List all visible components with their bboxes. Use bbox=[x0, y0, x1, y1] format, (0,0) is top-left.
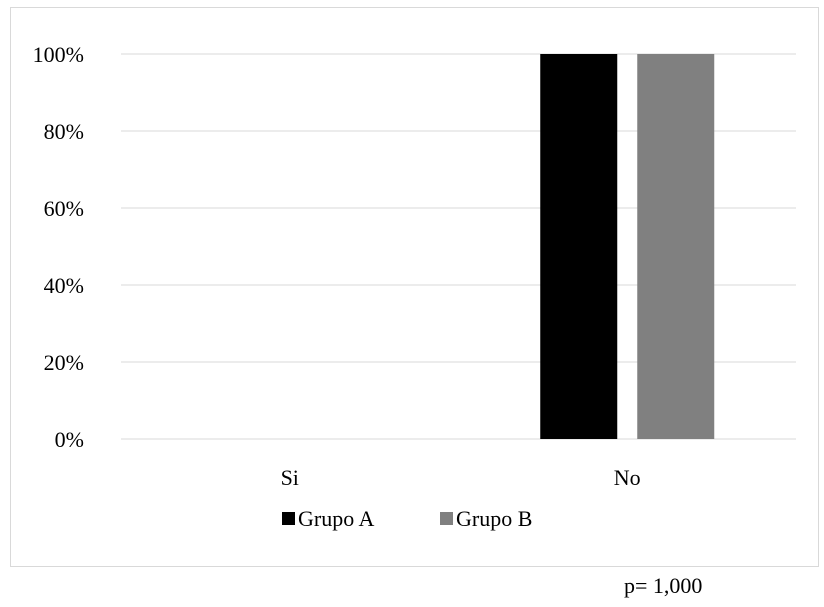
x-tick-label: No bbox=[614, 465, 641, 490]
x-tick-label: Si bbox=[281, 465, 299, 490]
y-tick-label: 40% bbox=[44, 273, 84, 298]
y-tick-label: 0% bbox=[55, 427, 84, 452]
legend-label: Grupo B bbox=[456, 506, 532, 531]
legend-label: Grupo A bbox=[298, 506, 375, 531]
bar bbox=[637, 54, 715, 439]
y-tick-label: 80% bbox=[44, 119, 84, 144]
bar bbox=[540, 54, 618, 439]
y-tick-label: 60% bbox=[44, 196, 84, 221]
legend-swatch bbox=[282, 512, 295, 525]
y-tick-label: 100% bbox=[33, 42, 84, 67]
p-value-annotation: p= 1,000 bbox=[624, 573, 703, 598]
y-tick-label: 20% bbox=[44, 350, 84, 375]
legend-swatch bbox=[440, 512, 453, 525]
